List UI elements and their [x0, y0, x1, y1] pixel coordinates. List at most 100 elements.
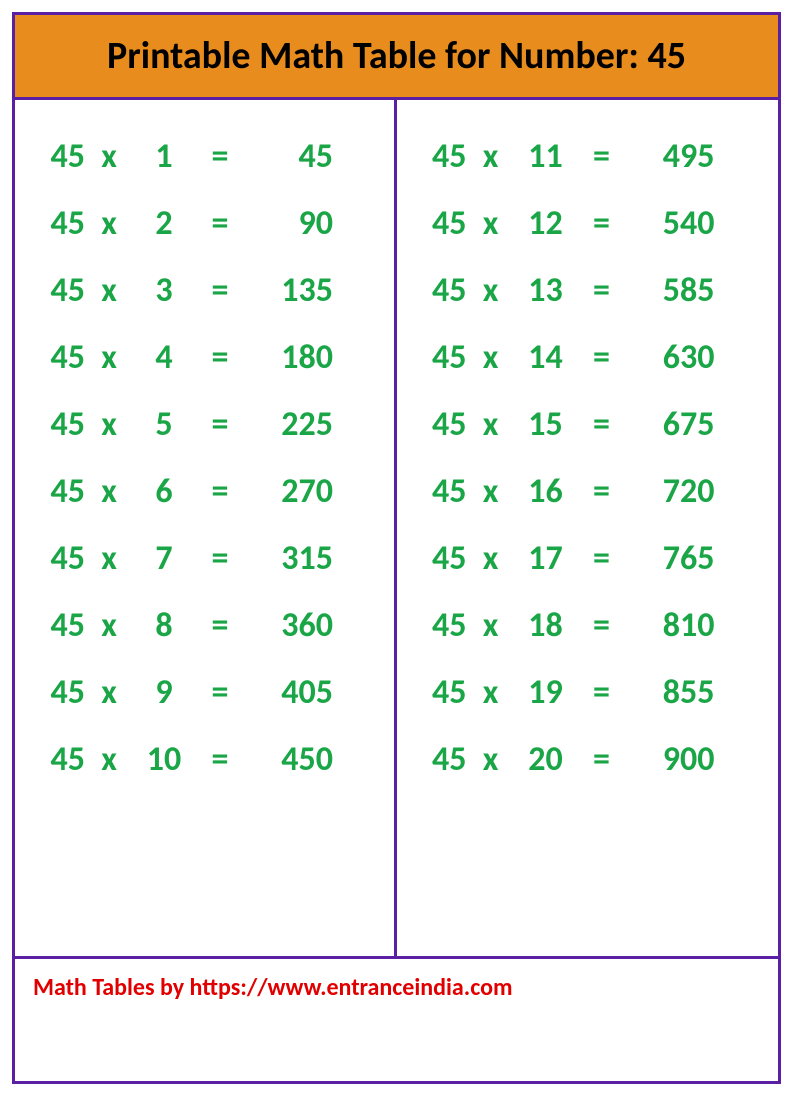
equation-row: 45 x 12 = 540 — [419, 207, 757, 241]
result: 900 — [627, 743, 715, 777]
result: 630 — [627, 341, 715, 375]
multiplier: 9 — [133, 676, 195, 710]
multiply-icon: x — [467, 676, 515, 710]
base-number: 45 — [419, 676, 467, 710]
equals-icon: = — [195, 609, 245, 643]
multiplier: 3 — [133, 274, 195, 308]
multiplier: 7 — [133, 542, 195, 576]
content-row: 45 x 1 = 45 45 x 2 = 90 45 x 3 = 135 4 — [15, 100, 778, 959]
base-number: 45 — [419, 542, 467, 576]
page-title: Printable Math Table for Number: 45 — [25, 33, 768, 79]
equation-row: 45 x 20 = 900 — [419, 743, 757, 777]
equation-row: 45 x 16 = 720 — [419, 475, 757, 509]
table-frame: Printable Math Table for Number: 45 45 x… — [12, 12, 781, 1084]
result: 360 — [245, 609, 333, 643]
equals-icon: = — [577, 542, 627, 576]
base-number: 45 — [419, 207, 467, 241]
base-number: 45 — [37, 140, 85, 174]
base-number: 45 — [37, 743, 85, 777]
equation-row: 45 x 3 = 135 — [37, 274, 372, 308]
equals-icon: = — [195, 140, 245, 174]
multiply-icon: x — [467, 542, 515, 576]
equals-icon: = — [195, 542, 245, 576]
result: 405 — [245, 676, 333, 710]
multiplier: 1 — [133, 140, 195, 174]
equation-row: 45 x 19 = 855 — [419, 676, 757, 710]
equals-icon: = — [577, 743, 627, 777]
equals-icon: = — [195, 341, 245, 375]
multiplier: 4 — [133, 341, 195, 375]
equals-icon: = — [195, 207, 245, 241]
equals-icon: = — [577, 140, 627, 174]
footer: Math Tables by https://www.entranceindia… — [15, 959, 778, 1081]
result: 810 — [627, 609, 715, 643]
equals-icon: = — [577, 676, 627, 710]
multiplier: 20 — [515, 743, 577, 777]
equation-row: 45 x 7 = 315 — [37, 542, 372, 576]
equation-row: 45 x 18 = 810 — [419, 609, 757, 643]
result: 225 — [245, 408, 333, 442]
equals-icon: = — [195, 475, 245, 509]
title-bar: Printable Math Table for Number: 45 — [15, 15, 778, 100]
multiplier: 12 — [515, 207, 577, 241]
multiplier: 19 — [515, 676, 577, 710]
equals-icon: = — [195, 274, 245, 308]
result: 45 — [245, 140, 333, 174]
result: 675 — [627, 408, 715, 442]
result: 90 — [245, 207, 333, 241]
multiply-icon: x — [85, 274, 133, 308]
result: 315 — [245, 542, 333, 576]
base-number: 45 — [419, 475, 467, 509]
multiply-icon: x — [85, 475, 133, 509]
equals-icon: = — [195, 676, 245, 710]
left-column: 45 x 1 = 45 45 x 2 = 90 45 x 3 = 135 4 — [15, 100, 397, 956]
multiplier: 2 — [133, 207, 195, 241]
equation-row: 45 x 13 = 585 — [419, 274, 757, 308]
multiply-icon: x — [85, 542, 133, 576]
equals-icon: = — [577, 475, 627, 509]
equation-row: 45 x 17 = 765 — [419, 542, 757, 576]
equation-row: 45 x 14 = 630 — [419, 341, 757, 375]
base-number: 45 — [37, 475, 85, 509]
base-number: 45 — [37, 609, 85, 643]
result: 585 — [627, 274, 715, 308]
equals-icon: = — [577, 408, 627, 442]
equals-icon: = — [577, 274, 627, 308]
multiply-icon: x — [85, 341, 133, 375]
base-number: 45 — [419, 743, 467, 777]
equation-row: 45 x 4 = 180 — [37, 341, 372, 375]
multiply-icon: x — [467, 207, 515, 241]
multiply-icon: x — [467, 140, 515, 174]
multiply-icon: x — [85, 609, 133, 643]
base-number: 45 — [419, 341, 467, 375]
multiply-icon: x — [85, 676, 133, 710]
multiplier: 13 — [515, 274, 577, 308]
result: 855 — [627, 676, 715, 710]
result: 180 — [245, 341, 333, 375]
equation-row: 45 x 1 = 45 — [37, 140, 372, 174]
multiplier: 5 — [133, 408, 195, 442]
multiplier: 17 — [515, 542, 577, 576]
base-number: 45 — [37, 274, 85, 308]
base-number: 45 — [37, 542, 85, 576]
multiply-icon: x — [85, 140, 133, 174]
multiplier: 8 — [133, 609, 195, 643]
equation-row: 45 x 5 = 225 — [37, 408, 372, 442]
right-column: 45 x 11 = 495 45 x 12 = 540 45 x 13 = 58… — [397, 100, 779, 956]
multiply-icon: x — [467, 408, 515, 442]
multiplier: 15 — [515, 408, 577, 442]
equation-row: 45 x 2 = 90 — [37, 207, 372, 241]
result: 270 — [245, 475, 333, 509]
multiply-icon: x — [467, 743, 515, 777]
base-number: 45 — [419, 609, 467, 643]
base-number: 45 — [37, 341, 85, 375]
multiplier: 11 — [515, 140, 577, 174]
equals-icon: = — [577, 609, 627, 643]
result: 450 — [245, 743, 333, 777]
multiply-icon: x — [467, 475, 515, 509]
equation-row: 45 x 8 = 360 — [37, 609, 372, 643]
multiplier: 18 — [515, 609, 577, 643]
equals-icon: = — [195, 743, 245, 777]
base-number: 45 — [419, 140, 467, 174]
equals-icon: = — [195, 408, 245, 442]
